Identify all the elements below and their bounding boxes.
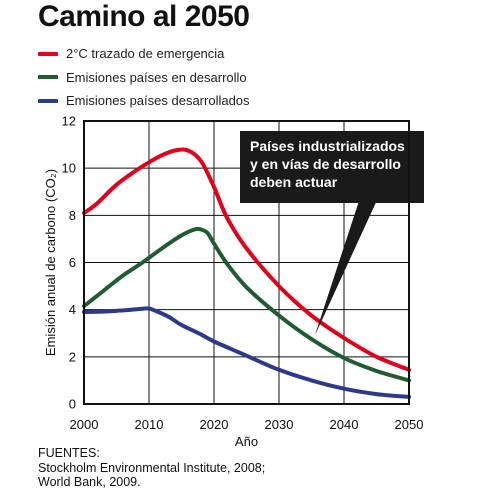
legend-swatch-red [38, 51, 58, 56]
x-tick-label: 2050 [395, 417, 424, 432]
x-tick-label: 2040 [330, 417, 359, 432]
y-tick-label: 12 [62, 114, 76, 129]
legend-label: Emisiones países en desarrollo [66, 69, 247, 85]
x-tick-label: 2010 [135, 417, 164, 432]
x-axis-label: Año [235, 434, 258, 449]
x-tick-label: 2030 [265, 417, 294, 432]
callout-text-line: Países industrializados [250, 138, 405, 154]
y-tick-label: 10 [62, 161, 76, 176]
series-line-developing [82, 226, 411, 383]
series-line-emergency [82, 147, 411, 372]
y-tick-label: 0 [69, 397, 76, 412]
legend-item-developed: Emisiones países desarrollados [38, 89, 250, 113]
x-tick-label: 2020 [200, 417, 229, 432]
callout-text-line: deben actuar [250, 174, 338, 190]
x-tick-label: 2000 [70, 417, 99, 432]
page-title: Camino al 2050 [38, 0, 250, 33]
legend-label: 2°C trazado de emergencia [66, 46, 225, 62]
y-axis-label: Emisión anual de carbono (CO₂) [43, 169, 58, 356]
y-tick-label: 4 [69, 302, 76, 317]
callout-pointer [314, 198, 378, 336]
y-tick-label: 8 [69, 208, 76, 223]
sources-label: FUENTES: [38, 446, 100, 460]
legend-item-developing: Emisiones países en desarrollo [38, 66, 250, 90]
y-tick-label: 2 [69, 349, 76, 364]
plot-frame [83, 120, 410, 405]
legend-swatch-green [38, 75, 58, 80]
legend-item-emergency: 2°C trazado de emergencia [38, 42, 250, 66]
legend-label: Emisiones países desarrollados [66, 93, 250, 109]
chart-legend: 2°C trazado de emergencia Emisiones país… [38, 42, 250, 113]
source-line-2: World Bank, 2009. [38, 475, 141, 489]
series-line-developed [82, 306, 411, 399]
source-line-1: Stockholm Environmental Institute, 2008; [38, 460, 266, 475]
legend-swatch-blue [38, 98, 58, 103]
callout-box [240, 131, 424, 203]
callout-text-line: y en vías de desarrollo [250, 156, 401, 172]
y-tick-label: 6 [69, 255, 76, 270]
sources-note: FUENTES: Stockholm Environmental Institu… [38, 446, 265, 490]
